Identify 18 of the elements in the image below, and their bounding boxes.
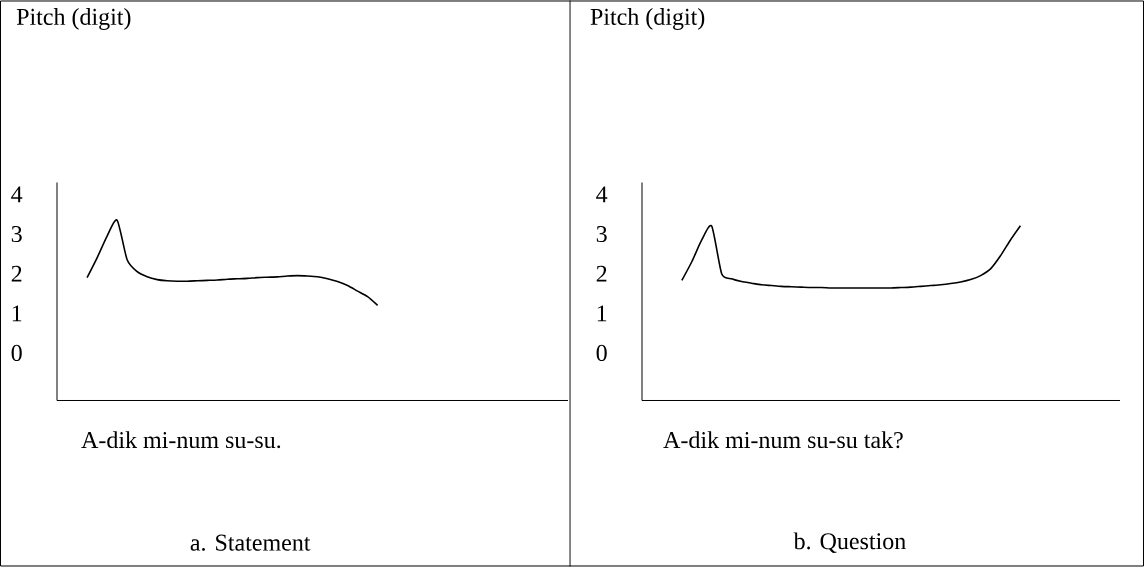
y-tick-label: 3 (11, 225, 22, 243)
y-tick-label: 4 (596, 186, 608, 203)
y-axis-title: Pitch (digit) (16, 8, 131, 30)
y-tick-label: 2 (11, 265, 22, 282)
y-tick-label: 2 (596, 265, 607, 282)
text: a. Statement (190, 534, 311, 551)
x-axis-title: A-dik mi-num su-su tak? (663, 431, 903, 449)
text: b. Question (793, 532, 906, 553)
y-axis-title: Pitch (digit) (590, 8, 705, 30)
line-series (86, 219, 379, 307)
y-tick-label: 0 (596, 344, 607, 362)
y-tick-label: 1 (12, 305, 22, 322)
y-tick-label: 4 (11, 186, 23, 203)
y-tick-label: 0 (11, 344, 22, 362)
x-axis-title: A-dik mi-num su-su. (81, 431, 281, 449)
y-tick-label: 3 (596, 225, 607, 243)
line-series (681, 224, 1022, 289)
y-tick-label: 1 (597, 305, 607, 322)
